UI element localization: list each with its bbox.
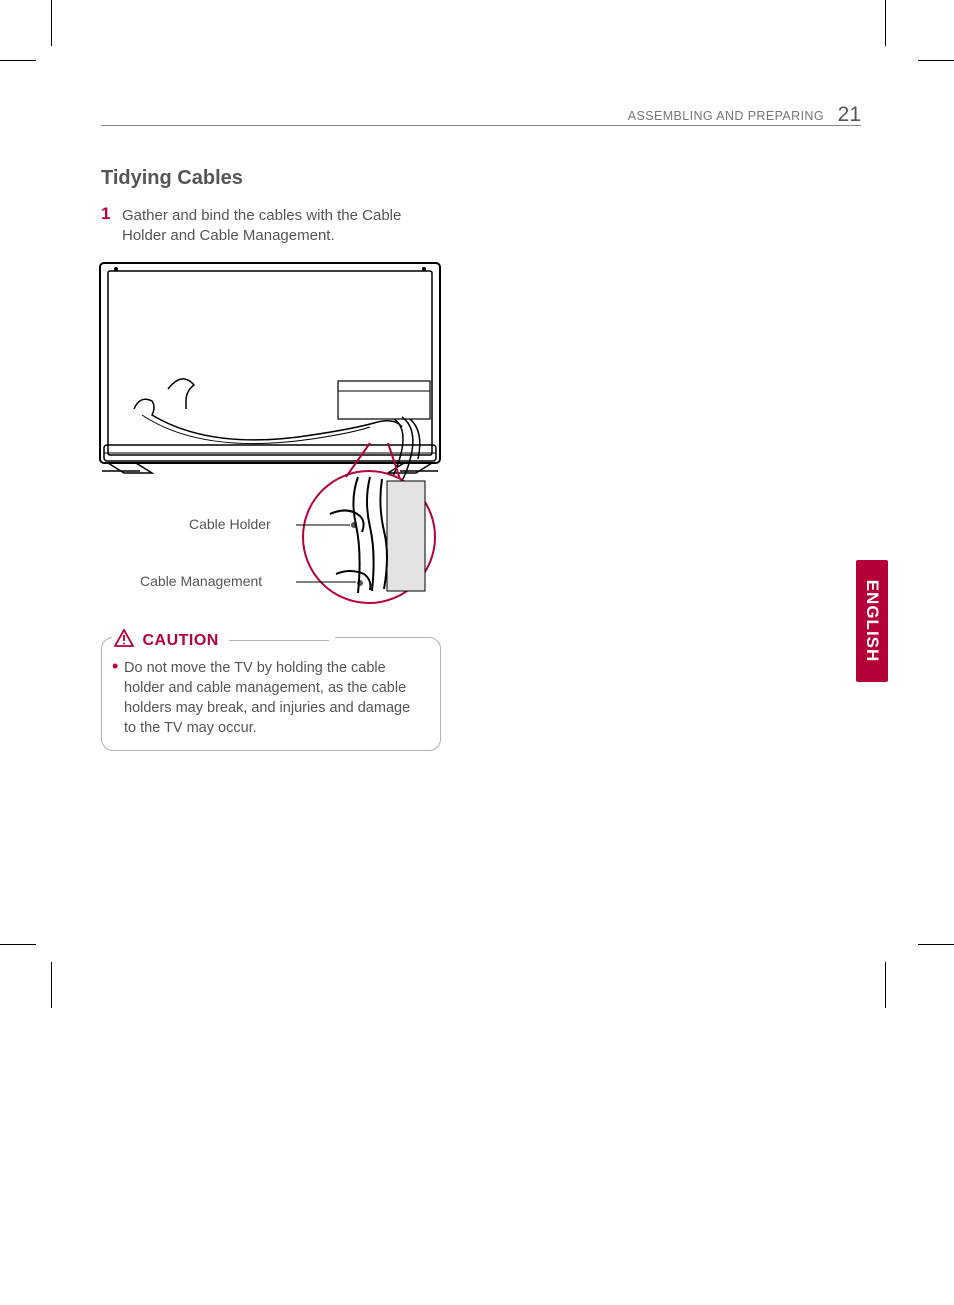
section-title: Tidying Cables (101, 167, 243, 190)
cable-diagram (98, 259, 443, 604)
crop-mark (918, 944, 954, 945)
crop-mark (51, 0, 52, 46)
language-tab: ENGLISH (856, 560, 888, 682)
warning-icon (114, 629, 134, 652)
crop-mark (885, 0, 886, 46)
step-number: 1 (101, 204, 110, 224)
header-rule (101, 125, 861, 126)
caution-label-rule (229, 640, 329, 641)
callout-cable-management: Cable Management (140, 573, 262, 589)
caution-label-wrap: CAUTION (112, 629, 335, 652)
crop-mark (918, 60, 954, 61)
language-tab-label: ENGLISH (862, 580, 882, 663)
crop-mark (0, 60, 36, 61)
caution-box: Do not move the TV by holding the cable … (101, 637, 441, 751)
callout-cable-holder: Cable Holder (189, 516, 271, 532)
crop-mark (885, 962, 886, 1008)
step-text: Gather and bind the cables with the Cabl… (122, 206, 442, 246)
caution-item: Do not move the TV by holding the cable … (116, 658, 426, 738)
header-page-number: 21 (838, 103, 861, 127)
crop-mark (51, 962, 52, 1008)
header-section-label: ASSEMBLING AND PREPARING (628, 109, 824, 123)
crop-mark (0, 944, 36, 945)
caution-label: CAUTION (142, 632, 218, 649)
